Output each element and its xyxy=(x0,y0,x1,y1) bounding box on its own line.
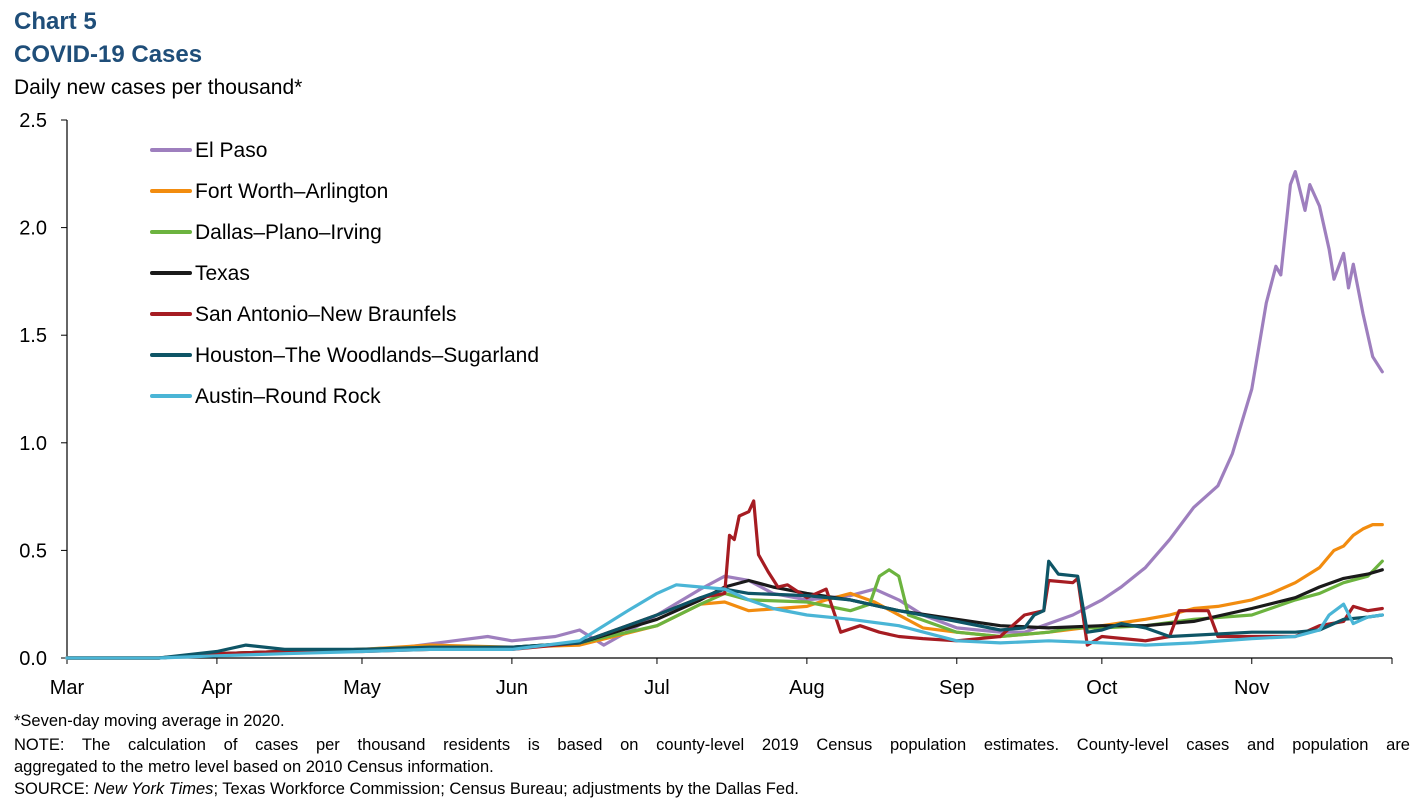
legend-label: Austin–Round Rock xyxy=(195,385,381,408)
x-tick-label: Nov xyxy=(1234,677,1270,699)
series-line-houston-the-woodlands-sugarland xyxy=(65,559,1384,660)
y-axis-label: Daily new cases per thousand* xyxy=(14,76,303,99)
source-italic: New York Times xyxy=(93,780,214,798)
series-line-el-paso xyxy=(65,170,1384,660)
legend-label: El Paso xyxy=(195,139,267,162)
x-tick-label: Apr xyxy=(201,677,232,699)
y-tick-label: 2.0 xyxy=(19,218,47,240)
y-tick-label: 1.0 xyxy=(19,433,47,455)
x-tick-label: Mar xyxy=(50,677,85,699)
y-tick-label: 0.5 xyxy=(19,540,47,562)
footnote-source: SOURCE: New York Times; Texas Workforce … xyxy=(14,778,1410,800)
x-tick-label: Oct xyxy=(1086,677,1118,699)
x-tick-label: May xyxy=(343,677,381,699)
x-tick-label: Jul xyxy=(644,677,670,699)
footnote-note-line2: aggregated to the metro level based on 2… xyxy=(14,758,494,776)
chart-title: COVID-19 Cases xyxy=(14,41,203,68)
footnote-moving-average: *Seven-day moving average in 2020. xyxy=(14,712,285,730)
y-tick-label: 2.5 xyxy=(19,110,47,132)
footnote-note-line1: NOTE: The calculation of cases per thous… xyxy=(14,736,1410,754)
y-tick-label: 0.0 xyxy=(19,648,47,670)
legend-label: Dallas–Plano–Irving xyxy=(195,221,382,244)
legend-label: San Antonio–New Braunfels xyxy=(195,303,457,326)
legend-label: Texas xyxy=(195,262,250,285)
legend-label: Houston–The Woodlands–Sugarland xyxy=(195,344,539,367)
x-tick-label: Jun xyxy=(496,677,528,699)
x-tick-label: Sep xyxy=(939,677,975,699)
chart-svg: 0.0 0.5 1.0 1.5 2.0 2.5 Mar Apr May Jun Jul Aug Sep O… xyxy=(19,110,1393,699)
y-tick-label: 1.5 xyxy=(19,325,47,347)
source-rest: ; Texas Workforce Commission; Census Bur… xyxy=(213,780,799,798)
series-line-austin-round-rock xyxy=(65,583,1384,660)
x-tick-label: Aug xyxy=(789,677,825,699)
legend-label: Fort Worth–Arlington xyxy=(195,180,388,203)
chart-number: Chart 5 xyxy=(14,8,97,35)
source-prefix: SOURCE: xyxy=(14,780,94,798)
